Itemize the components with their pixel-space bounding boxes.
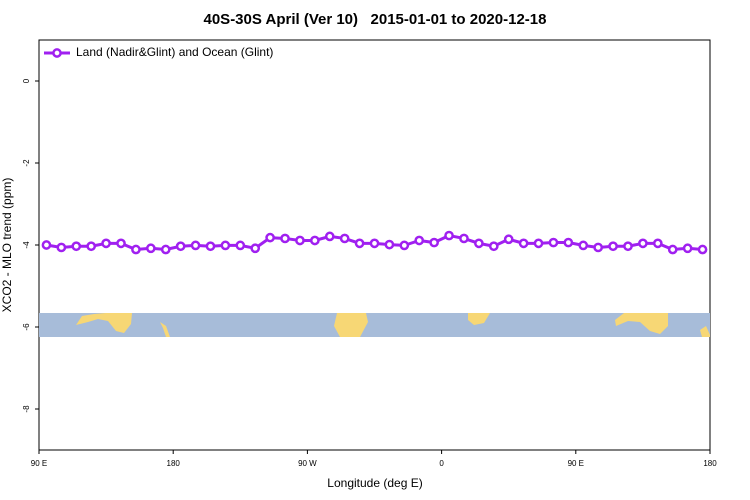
x-tick-label: 90 E: [31, 459, 47, 468]
data-point: [459, 233, 469, 244]
legend-label: Land (Nadir&Glint) and Ocean (Glint): [76, 45, 273, 59]
data-point: [280, 233, 290, 244]
ocean-band: [39, 313, 710, 337]
x-tick-label: 180: [703, 459, 717, 468]
data-point: [160, 244, 171, 255]
data-point: [235, 240, 246, 251]
data-point: [518, 238, 529, 249]
data-point: [474, 238, 484, 249]
data-point: [384, 239, 395, 250]
data-point: [533, 238, 544, 249]
landmass: [700, 326, 710, 337]
data-point: [250, 243, 261, 254]
x-tick-label: 180: [167, 459, 181, 468]
landmass: [334, 313, 368, 337]
data-point: [145, 243, 156, 254]
x-axis-label: Longitude (deg E): [327, 476, 422, 490]
landmass: [615, 313, 668, 334]
data-point: [86, 241, 97, 252]
data-point: [638, 238, 648, 249]
data-point: [548, 237, 559, 248]
landmass: [160, 322, 170, 337]
data-point: [190, 240, 201, 251]
y-tick-label: -2: [22, 159, 31, 167]
data-point: [354, 238, 365, 249]
y-axis-label: XCO2 - MLO trend (ppm): [0, 178, 14, 313]
x-tick-label: 90 W: [298, 459, 317, 468]
data-point: [503, 234, 514, 245]
chart-title: 40S-30S April (Ver 10) 2015-01-01 to 202…: [204, 11, 547, 28]
data-point: [623, 241, 633, 252]
data-point: [682, 243, 693, 254]
data-point: [697, 244, 708, 255]
landmass: [468, 313, 490, 325]
x-tick-label: 0: [439, 459, 444, 468]
y-tick-label: -8: [22, 405, 31, 413]
data-point: [399, 240, 410, 251]
y-tick-label: -4: [22, 241, 31, 249]
data-point: [295, 235, 305, 246]
data-point: [175, 241, 186, 252]
data-point: [220, 240, 231, 251]
data-point: [131, 244, 141, 255]
data-point: [429, 237, 439, 248]
data-point: [205, 241, 216, 252]
data-point: [310, 235, 320, 246]
data-point: [667, 244, 678, 255]
y-tick-label: 0: [22, 78, 31, 83]
data-point: [265, 232, 275, 243]
data-point: [414, 235, 425, 246]
data-point: [101, 238, 111, 249]
data-point: [41, 240, 52, 250]
data-point: [339, 233, 350, 244]
data-point: [444, 230, 454, 241]
data-point: [488, 241, 499, 252]
data-point: [56, 242, 67, 253]
legend-marker: [52, 48, 62, 58]
data-point: [71, 241, 82, 252]
data-point: [578, 240, 589, 251]
data-point: [652, 238, 663, 249]
map-strip: [39, 313, 710, 337]
data-point: [324, 231, 335, 242]
landmass: [76, 313, 132, 333]
data-point: [369, 238, 380, 249]
data-point: [593, 242, 604, 253]
y-tick-label: -6: [22, 323, 31, 331]
data-point: [563, 237, 574, 248]
data-point: [608, 241, 618, 252]
data-point: [116, 238, 126, 249]
x-tick-label: 90 E: [568, 459, 584, 468]
